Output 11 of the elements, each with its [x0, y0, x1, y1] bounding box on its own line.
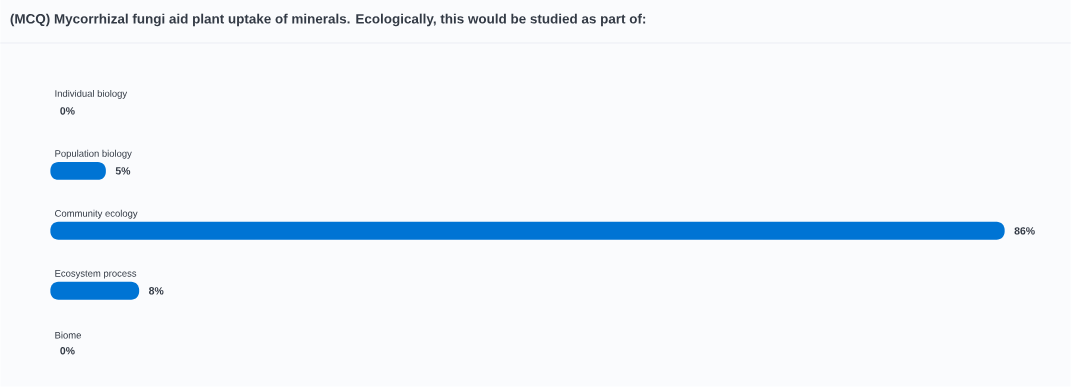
data-label: 86%: [1014, 227, 1035, 235]
chart-title: (MCQ) Mycorrhizal fungi aid plant uptake of minerals. Ecologically, this would be studied as part of:: [10, 13, 646, 27]
y-tick-label: Ecosystem process: [55, 270, 137, 279]
data-label: 8%: [148, 287, 164, 295]
data-label: 5%: [115, 167, 131, 175]
data-label: 0%: [60, 347, 75, 355]
y-tick-label: Biome: [55, 331, 81, 339]
y-tick-label: Community ecology: [55, 209, 138, 219]
data-label: 0%: [60, 107, 75, 115]
y-tick-label: Population biology: [55, 150, 132, 159]
y-tick-label: Individual biology: [55, 90, 128, 99]
